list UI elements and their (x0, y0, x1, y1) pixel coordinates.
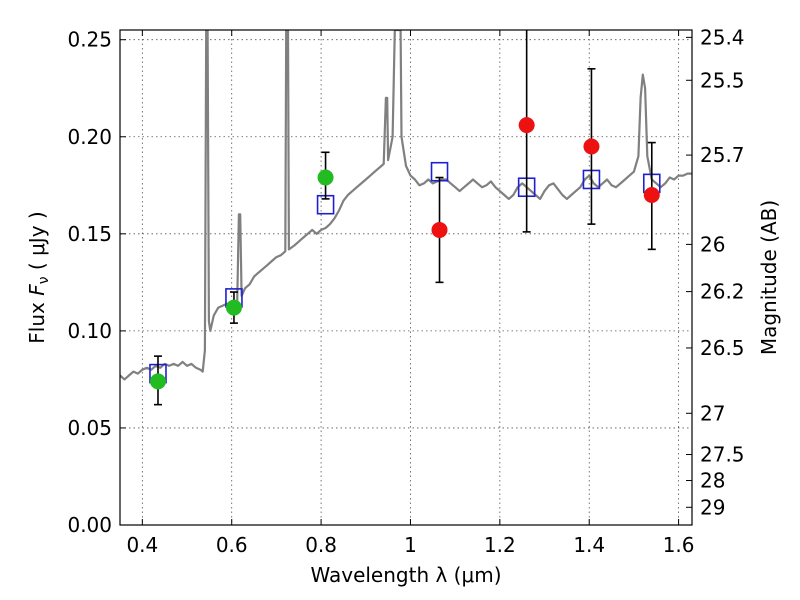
grid-lines (120, 30, 692, 526)
x-tick-label: 1.2 (484, 533, 516, 557)
y2-tick-label: 26 (700, 232, 725, 256)
y2-tick-label: 27.5 (700, 443, 745, 467)
x-axis-label: Wavelength λ (μm) (310, 563, 501, 587)
y-axis-label-prefix: Flux (25, 296, 49, 344)
axis-labels: Wavelength λ (μm) Flux Fν ( μJy ) Magnit… (25, 200, 781, 587)
observed-photometry-point (225, 299, 242, 316)
y-tick-label: 0.15 (67, 222, 112, 246)
x-tick-label: 1.4 (573, 533, 605, 557)
x-tick-label: 0.6 (216, 533, 248, 557)
y-axis-label-symbol: F (25, 284, 49, 296)
observed-photometry-point (431, 221, 448, 238)
y-axis-label: Flux Fν ( μJy ) (25, 211, 52, 343)
series-layer (120, 30, 692, 406)
y-tick-label: 0.05 (67, 416, 112, 440)
y2-tick-label: 26.2 (700, 280, 745, 304)
plot-frame (119, 29, 693, 526)
y-tick-label: 0.10 (67, 319, 112, 343)
y2-tick-label: 28 (700, 469, 725, 493)
x-tick-label: 1 (404, 533, 417, 557)
y2-tick-label: 25.7 (700, 143, 745, 167)
x-tick-label: 0.8 (305, 533, 337, 557)
y-tick-label: 0.25 (67, 28, 112, 52)
y2-tick-label: 26.5 (700, 336, 745, 360)
observed-photometry-point (583, 138, 600, 155)
y-axis-label-subscript: ν (36, 276, 52, 284)
y-tick-label: 0.00 (67, 513, 112, 537)
y-axis-label-unit: ( μJy ) (25, 211, 49, 276)
axis-ticks: 0.4 0.6 0.8 1 1.2 1.4 1.6 0.00 0.05 0.10 0.15 0.20 0… (67, 25, 744, 557)
observed-photometry-point (643, 187, 660, 203)
y2-tick-label: 25.4 (700, 25, 745, 49)
observed-photometry-point (317, 169, 334, 186)
observed-photometry-point (149, 373, 166, 390)
x-tick-label: 1.6 (663, 533, 695, 557)
y2-tick-label: 27 (700, 401, 725, 425)
y2-tick-label: 25.5 (700, 68, 745, 92)
model-spectrum-line (120, 30, 692, 381)
y2-tick-label: 29 (700, 495, 725, 519)
observed-photometry-point (518, 117, 535, 134)
plot-area (120, 30, 692, 406)
x-tick-label: 0.4 (126, 533, 158, 557)
y2-axis-label: Magnitude (AB) (757, 200, 781, 355)
y-tick-label: 0.20 (67, 125, 112, 149)
